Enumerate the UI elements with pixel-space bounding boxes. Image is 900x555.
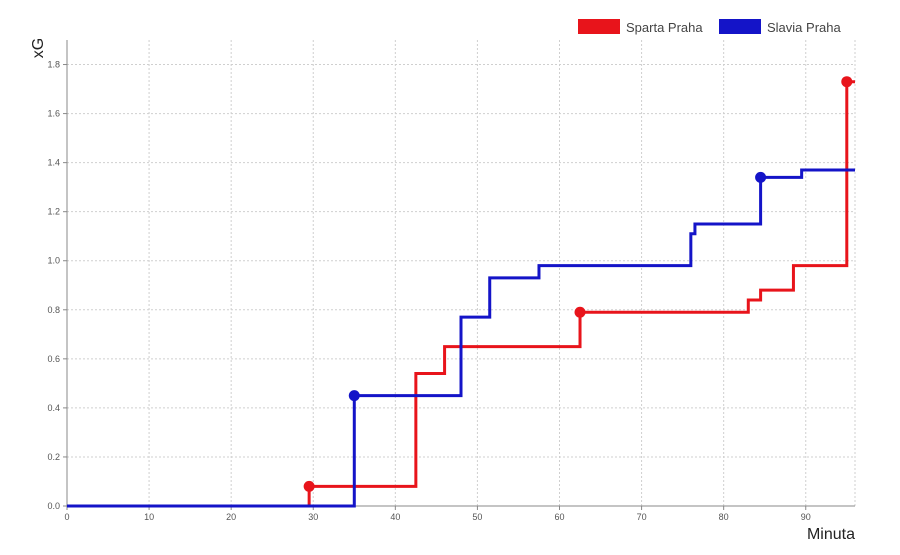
x-tick-label-5: 50 bbox=[472, 512, 482, 522]
goal-marker-1-1 bbox=[755, 171, 767, 183]
series-markers bbox=[303, 76, 853, 492]
x-tick-label-6: 60 bbox=[554, 512, 564, 522]
y-tick-label-2: 0.4 bbox=[47, 403, 60, 413]
grid bbox=[67, 40, 856, 506]
x-tick-label-9: 90 bbox=[801, 512, 811, 522]
legend-swatch-sparta bbox=[578, 19, 620, 34]
y-tick-label-8: 1.6 bbox=[47, 109, 60, 119]
axes bbox=[66, 40, 855, 507]
legend-label-sparta: Sparta Praha bbox=[626, 20, 703, 35]
series-line-1 bbox=[67, 168, 855, 508]
y-tick-label-9: 1.8 bbox=[47, 60, 60, 70]
y-tick-label-5: 1.0 bbox=[47, 256, 60, 266]
goal-marker-0-2 bbox=[841, 76, 853, 88]
legend-swatch-slavia bbox=[719, 19, 761, 34]
x-axis-title: Minuta bbox=[807, 526, 855, 543]
goal-marker-1-0 bbox=[348, 390, 360, 402]
y-tick-label-6: 1.2 bbox=[47, 207, 60, 217]
x-tick-label-8: 80 bbox=[719, 512, 729, 522]
x-tick-label-4: 40 bbox=[390, 512, 400, 522]
x-tick-label-7: 70 bbox=[637, 512, 647, 522]
goal-marker-0-0 bbox=[303, 480, 315, 492]
y-tick-label-0: 0.0 bbox=[47, 501, 60, 511]
series-line-0 bbox=[67, 80, 855, 508]
x-tick-label-3: 30 bbox=[308, 512, 318, 522]
y-tick-label-1: 0.2 bbox=[47, 452, 60, 462]
legend-item-sparta[interactable]: Sparta Praha bbox=[578, 19, 703, 35]
x-tick-label-1: 10 bbox=[144, 512, 154, 522]
y-tick-label-7: 1.4 bbox=[47, 158, 60, 168]
ticks: 0 10 20 30 40 50 60 70 80 90 0.0 0.2 0.4 0.6 0.8 1.0 1.2… bbox=[47, 60, 810, 522]
legend-item-slavia[interactable]: Slavia Praha bbox=[719, 19, 841, 35]
legend[interactable]: Sparta Praha Slavia Praha bbox=[578, 19, 841, 35]
series-lines bbox=[67, 80, 855, 508]
legend-label-slavia: Slavia Praha bbox=[767, 20, 841, 35]
y-axis-title: xG bbox=[30, 38, 47, 58]
x-tick-label-2: 20 bbox=[226, 512, 236, 522]
x-tick-label-0: 0 bbox=[64, 512, 69, 522]
goal-marker-0-1 bbox=[574, 306, 586, 318]
y-tick-label-4: 0.8 bbox=[47, 305, 60, 315]
y-tick-label-3: 0.6 bbox=[47, 354, 60, 364]
